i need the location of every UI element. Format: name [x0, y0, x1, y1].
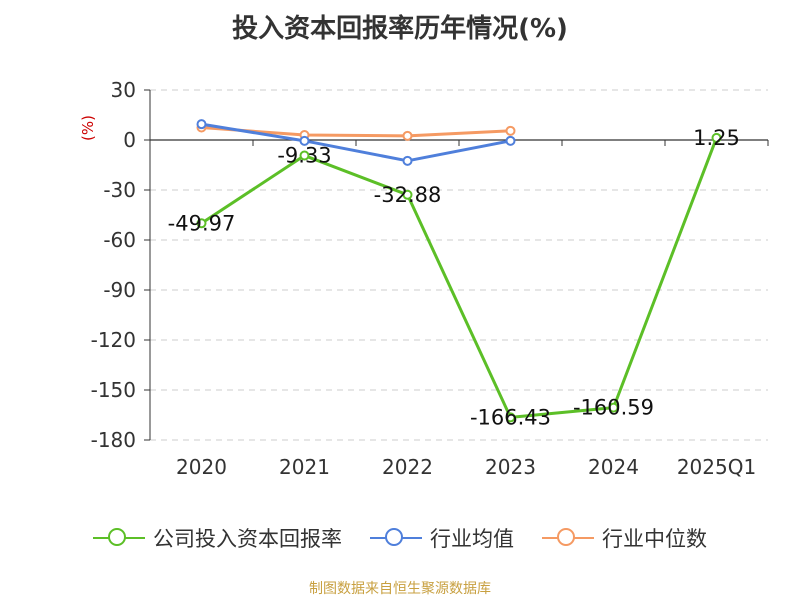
- data-label: -160.59: [573, 396, 654, 420]
- x-tick-label: 2021: [279, 455, 330, 479]
- data-point: [299, 150, 310, 161]
- data-point: [402, 130, 413, 141]
- series-line: [200, 137, 718, 419]
- series-line: [201, 122, 511, 163]
- data-source-note: 制图数据来自恒生聚源数据库: [309, 581, 491, 597]
- y-tick-label: -120: [91, 328, 136, 352]
- data-point: [505, 412, 516, 423]
- legend-label: 行业均值: [430, 527, 514, 551]
- y-tick-label: -180: [91, 428, 136, 452]
- data-label: -49.97: [168, 211, 236, 235]
- data-label: -166.43: [470, 405, 551, 429]
- legend-marker-icon: [370, 526, 422, 550]
- data-point: [505, 135, 516, 146]
- y-tick-label: 0: [123, 128, 136, 152]
- data-point: [196, 218, 207, 229]
- x-tick-label: 2023: [485, 455, 536, 479]
- legend-label: 公司投入资本回报率: [153, 527, 342, 551]
- x-tick-label: 2024: [588, 455, 639, 479]
- y-tick-label: -150: [91, 378, 136, 402]
- data-point: [402, 155, 413, 166]
- data-point: [299, 135, 310, 146]
- data-point: [608, 402, 619, 413]
- data-label: 1.25: [693, 126, 740, 150]
- data-label: -32.88: [374, 183, 442, 207]
- legend-item[interactable]: 行业中位数: [542, 523, 707, 553]
- data-point: [711, 132, 722, 143]
- data-point: [505, 125, 516, 136]
- y-tick-label: -60: [103, 228, 136, 252]
- legend-marker-icon: [542, 526, 594, 550]
- x-tick-label: 2025Q1: [677, 455, 756, 479]
- legend-item[interactable]: 行业均值: [370, 523, 514, 553]
- legend-item[interactable]: 公司投入资本回报率: [93, 523, 342, 553]
- y-tick-label: -30: [103, 178, 136, 202]
- chart-legend: 公司投入资本回报率 行业均值 行业中位数: [0, 520, 800, 556]
- x-tick-label: 2022: [382, 455, 433, 479]
- data-point: [196, 119, 207, 130]
- chart-title: 投入资本回报率历年情况(%): [232, 14, 568, 44]
- y-tick-label: 30: [111, 78, 136, 102]
- y-tick-label: -90: [103, 278, 136, 302]
- y-axis-unit: (%): [79, 115, 97, 141]
- data-point: [402, 189, 413, 200]
- x-tick-label: 2020: [176, 455, 227, 479]
- legend-label: 行业中位数: [602, 527, 707, 551]
- legend-marker-icon: [93, 526, 145, 550]
- data-label: -9.33: [277, 144, 331, 168]
